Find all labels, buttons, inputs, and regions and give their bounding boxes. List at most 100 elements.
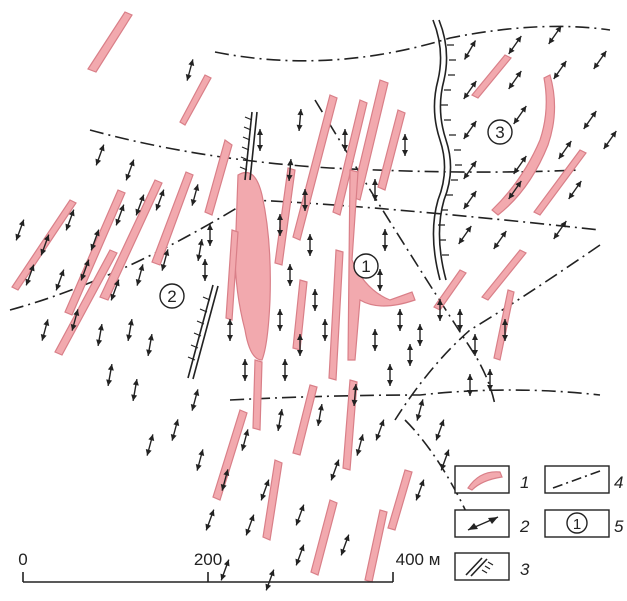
stress-arrow-head bbox=[43, 234, 50, 242]
stress-arrow-head bbox=[316, 419, 323, 426]
legend-item-fault: 4 bbox=[544, 465, 623, 494]
stress-arrow-head bbox=[575, 180, 582, 188]
stress-arrow-head bbox=[317, 404, 324, 411]
vein bbox=[262, 459, 283, 541]
stress-arrow-head bbox=[407, 360, 413, 366]
stress-arrow-head bbox=[493, 242, 500, 250]
stress-arrow-head bbox=[277, 230, 283, 236]
stress-arrow-head bbox=[106, 379, 113, 386]
stress-arrow-head bbox=[377, 269, 383, 275]
stress-arrow-head bbox=[277, 409, 284, 416]
stress-arrow-head bbox=[340, 548, 347, 556]
stress-arrow-head bbox=[378, 419, 385, 427]
stress-arrow-head bbox=[417, 340, 423, 346]
stress-arrow-head bbox=[438, 419, 445, 427]
stress-arrow-head bbox=[464, 52, 471, 60]
vein bbox=[151, 171, 194, 266]
stress-arrow-head bbox=[402, 134, 408, 140]
stress-arrow-head bbox=[440, 463, 447, 471]
fault-line bbox=[229, 389, 601, 401]
stress-arrow-head bbox=[260, 493, 267, 501]
stress-arrow-head bbox=[358, 434, 365, 441]
stress-arrow-head bbox=[68, 209, 75, 217]
stress-arrow-head bbox=[590, 110, 597, 118]
stress-arrow-head bbox=[377, 285, 383, 291]
stress-arrow-head bbox=[560, 220, 567, 228]
stress-arrow-head bbox=[98, 144, 105, 152]
stress-arrow-head bbox=[202, 259, 208, 265]
scale-tick-200: 200 bbox=[194, 550, 222, 569]
vein bbox=[225, 229, 239, 321]
stress-arrow-head bbox=[397, 309, 403, 315]
stress-arrow-head bbox=[155, 203, 162, 211]
stress-arrow-head bbox=[375, 433, 382, 441]
vein bbox=[252, 359, 263, 431]
vein bbox=[179, 74, 212, 126]
stress-arrow-head bbox=[158, 189, 165, 197]
stress-arrow-head bbox=[402, 150, 408, 156]
stress-arrow-head bbox=[170, 434, 177, 441]
stress-arrow-head bbox=[131, 394, 138, 401]
stress-arrow-head bbox=[548, 37, 555, 45]
zone-label-2: 2 bbox=[159, 283, 185, 309]
stress-arrow-head bbox=[195, 464, 202, 471]
stress-arrow-head bbox=[470, 80, 477, 88]
stress-arrow-head bbox=[333, 459, 340, 467]
legend-item-zone-number: 1 5 bbox=[544, 509, 624, 538]
stress-arrow-head bbox=[295, 558, 302, 566]
stress-arrow-head bbox=[467, 374, 473, 380]
stress-arrow-head bbox=[28, 264, 35, 272]
stress-arrow-head bbox=[407, 344, 413, 350]
stress-arrow-head bbox=[40, 334, 47, 341]
vein bbox=[292, 384, 318, 456]
stress-arrow-head bbox=[70, 324, 77, 331]
svg-text:5: 5 bbox=[614, 517, 624, 536]
stress-arrow-head bbox=[138, 264, 145, 271]
zone-label-3: 3 bbox=[487, 119, 513, 145]
stress-arrow-head bbox=[257, 129, 263, 135]
stress-arrow-head bbox=[372, 195, 378, 201]
stress-arrow-head bbox=[257, 145, 263, 151]
stress-arrow-head bbox=[463, 172, 470, 180]
stress-arrow-head bbox=[146, 349, 153, 356]
stress-arrow-head bbox=[107, 364, 114, 371]
stress-arrow-head bbox=[312, 289, 318, 295]
stress-arrow-head bbox=[282, 359, 288, 365]
veins bbox=[11, 11, 587, 583]
stress-arrow-head bbox=[248, 514, 255, 522]
stress-arrow-head bbox=[243, 429, 250, 436]
stress-arrow-head bbox=[342, 129, 348, 135]
stress-arrow-head bbox=[297, 109, 304, 116]
stress-arrow-head bbox=[138, 194, 145, 202]
stress-arrow-head bbox=[18, 219, 25, 227]
stress-arrow-head bbox=[298, 504, 305, 512]
stress-arrow-head bbox=[463, 132, 470, 140]
stress-arrow-head bbox=[469, 40, 476, 48]
stress-arrow-head bbox=[132, 379, 139, 386]
stress-arrow-head bbox=[302, 189, 308, 195]
stress-arrow-head bbox=[125, 173, 132, 181]
stress-arrow-head bbox=[558, 152, 565, 160]
stress-arrow-head bbox=[242, 359, 248, 365]
dike-zone-2 bbox=[187, 111, 258, 380]
stress-arrow-head bbox=[55, 283, 62, 291]
stress-arrow-head bbox=[352, 384, 359, 391]
vein bbox=[377, 109, 406, 191]
stress-arrow-head bbox=[58, 269, 65, 277]
legend-item-arrow: 2 bbox=[454, 509, 530, 538]
vein bbox=[204, 139, 233, 216]
stress-arrow-head bbox=[555, 25, 562, 33]
stress-arrow-head bbox=[287, 264, 293, 270]
vein bbox=[481, 249, 527, 301]
stress-arrow-head bbox=[83, 259, 90, 267]
stress-arrow-head bbox=[295, 518, 302, 526]
stress-arrow-head bbox=[463, 92, 470, 100]
stress-arrow-head bbox=[342, 145, 348, 151]
stress-arrow-head bbox=[113, 279, 120, 287]
stress-arrow-head bbox=[351, 399, 358, 406]
stress-arrow-head bbox=[227, 319, 233, 325]
scale-tick-400: 400 м bbox=[396, 550, 441, 569]
stress-arrow-head bbox=[198, 449, 205, 456]
svg-text:2: 2 bbox=[519, 517, 530, 536]
stress-arrow-head bbox=[196, 254, 203, 261]
